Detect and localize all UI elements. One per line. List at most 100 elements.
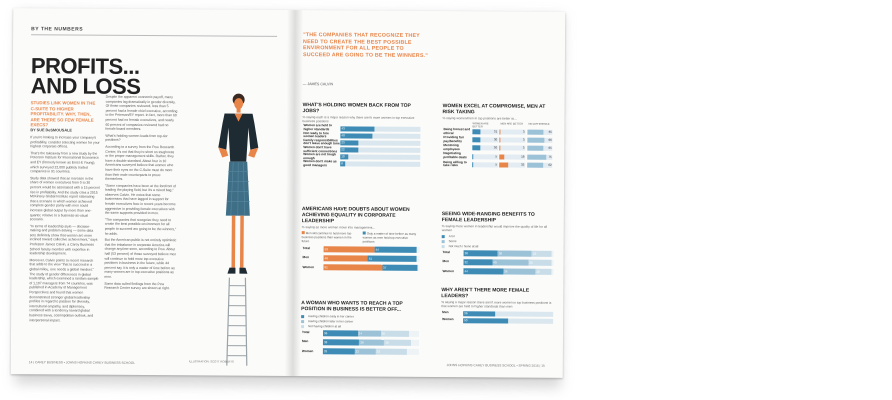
section-label: BY THE NUMBERS	[31, 26, 84, 33]
bar-segment: 28	[384, 339, 412, 347]
bar-cell: 3	[499, 137, 526, 143]
data-label: 43	[341, 125, 345, 130]
data-label: 66	[548, 138, 552, 143]
data-label: 26	[529, 260, 533, 265]
chart-title: AMERICANS HAVE DOUBTS ABOUT WOMEN ACHIEV…	[301, 206, 410, 225]
data-label: 38	[464, 251, 468, 256]
data-label: 3	[522, 129, 525, 134]
bar-label: Total	[302, 246, 311, 251]
data-label: 62	[548, 162, 552, 167]
bar-label: Women	[442, 317, 454, 322]
paragraph: Despite the apparent economic payoff, ma…	[105, 94, 178, 132]
bar-row: Women 50	[441, 317, 554, 324]
data-label: 51	[368, 256, 373, 261]
legend-swatch	[301, 324, 305, 328]
bar-segment: 46	[323, 255, 368, 262]
legend-item: Having children early in her career	[301, 314, 419, 319]
bar-cell: 30	[472, 137, 499, 143]
bar-track: 40	[340, 133, 421, 139]
bar-row: Total 36 24 30	[301, 329, 420, 338]
bar-label: Women	[302, 264, 314, 269]
bar-cell: 75	[526, 154, 553, 160]
bar: 23	[340, 140, 359, 146]
data-label: 22	[532, 251, 537, 256]
bar-segment: 40	[492, 259, 529, 266]
page-title: PROFITS... AND LOSS	[30, 53, 141, 99]
bar-track: 6	[340, 161, 421, 168]
data-label: 44	[375, 247, 379, 252]
chart-subtitle: % saying a major reason there aren't mor…	[441, 300, 552, 309]
data-label: 61	[324, 265, 328, 270]
paragraph: What's holding women leads from top-tier…	[105, 133, 168, 143]
bar-label: Negotiating profitable deals	[443, 151, 467, 160]
article-deck: STUDIES LINK WOMEN IN THE C-SUITE TO HIG…	[30, 100, 96, 128]
bar-cell: 18	[499, 154, 526, 160]
data-label: 22	[355, 349, 359, 354]
bar	[526, 154, 547, 160]
stacked-bar: 44 36 18	[463, 268, 554, 276]
chart-subtitle: % saying each is a major reason why ther…	[302, 115, 415, 124]
bar-label: Women	[301, 348, 314, 353]
legend-item: Not having children at all	[301, 324, 419, 329]
bar: 22	[340, 147, 358, 153]
bar-segment: 38	[497, 250, 532, 257]
stacked-bar: 38 26 28	[322, 339, 419, 347]
bar-label: Men	[301, 339, 309, 344]
bar-label: Being willing to take risks	[443, 159, 467, 168]
bar-label: Men	[442, 310, 449, 315]
chart-legend: WOMEN ARE BETTER MEN ARE BETTER NO DIFFE…	[472, 122, 554, 129]
legend-item: Not much / None at all	[441, 244, 554, 249]
data-label: 37	[383, 266, 387, 271]
stacked-bar: 33 22 33	[322, 348, 419, 356]
data-label: 33	[376, 349, 381, 355]
data-label: 46	[324, 256, 328, 261]
chart-legend: A lot Some Not much / None at all	[441, 234, 554, 249]
bar-segment: 38	[322, 339, 360, 346]
data-label: 28	[385, 340, 389, 345]
bar-track: 10	[340, 154, 421, 161]
chart-title: SEEING WIDE-RANGING BENEFITS TO FEMALE L…	[441, 211, 535, 224]
data-label: 5	[495, 162, 498, 167]
chart-legend: Men will continue to hold more top busin…	[302, 231, 420, 244]
bar-segment: 37	[382, 265, 418, 272]
magazine-spread: BY THE NUMBERS PROFITS... AND LOSS STUDI…	[10, 8, 566, 378]
data-label: 18	[521, 154, 525, 159]
legend-item: Men will continue to hold more top busin…	[302, 231, 359, 243]
legend-item: A lot	[441, 234, 554, 239]
stacked-bar: 53 44	[323, 246, 420, 253]
bar-cell: 62	[526, 162, 553, 168]
paragraph: Moreover, Calvin points to recent resear…	[29, 258, 99, 322]
title-line-2: AND LOSS	[30, 73, 141, 99]
bar-segment: 38	[463, 250, 498, 257]
bar	[472, 137, 481, 143]
bar-track: 43	[340, 125, 421, 132]
bar-row: Being willing to take risks 5 33 62	[442, 159, 554, 169]
bar-row: Men 46 51	[302, 254, 420, 263]
woman-on-ladder-illustration	[218, 93, 259, 366]
bar: 10	[340, 154, 349, 160]
paragraph: According to a survey from the Pew Resea…	[105, 144, 175, 181]
legend-swatch	[441, 244, 445, 248]
legend-label: Having children early in her career	[308, 314, 354, 319]
data-label: 36	[324, 331, 328, 336]
data-label: 65	[548, 129, 552, 134]
bar-row: Women 61 37	[301, 263, 420, 272]
bar-segment: 44	[463, 268, 504, 275]
data-label: 5	[495, 154, 498, 159]
data-label: 38	[498, 251, 503, 256]
data-label: 53	[324, 247, 328, 252]
bar-cell: 66	[527, 137, 553, 144]
data-label: 65	[548, 146, 552, 151]
bar-label: Women don't make as good managers	[303, 159, 337, 168]
pull-quote-attribution: — JAMES CALVIN	[302, 82, 334, 87]
bar-row: Women 44 36 18	[441, 267, 554, 276]
legend-label: Men will continue to hold more top busin…	[301, 231, 352, 244]
bar-segment: 30	[380, 330, 410, 337]
data-label: 36	[504, 269, 508, 274]
section-rule	[31, 34, 278, 37]
bar-row: Men 38 26 28	[301, 338, 419, 347]
bar	[472, 129, 481, 135]
bar	[499, 145, 501, 151]
data-label: 18	[536, 270, 540, 275]
bar: 43	[340, 125, 375, 132]
